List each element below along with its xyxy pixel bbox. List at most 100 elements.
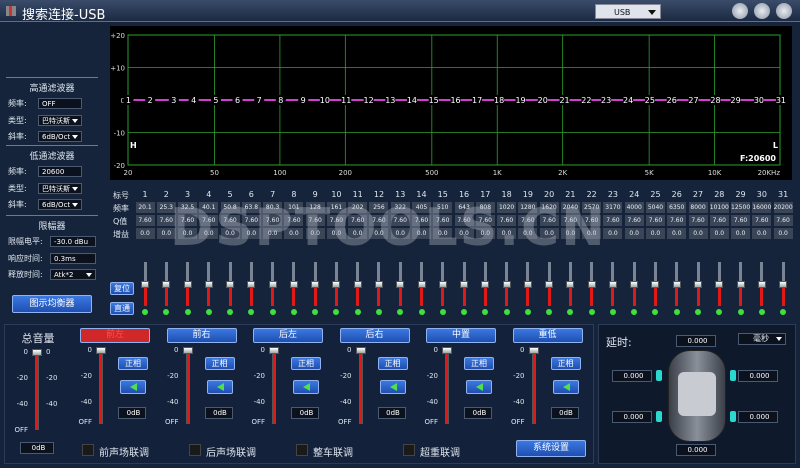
slider-knob[interactable]	[374, 281, 383, 288]
band-freq[interactable]: 1280	[518, 202, 538, 213]
band-q[interactable]: 7.60	[412, 215, 431, 226]
slider-knob[interactable]	[226, 281, 235, 288]
phase-button[interactable]: 正相	[204, 357, 235, 370]
slider-knob[interactable]	[651, 281, 660, 288]
link-checkbox[interactable]	[82, 444, 94, 456]
band-gain[interactable]: 0.0	[731, 228, 751, 239]
band-gain[interactable]: 0.0	[412, 228, 431, 239]
channel-value[interactable]: 0dB	[291, 407, 319, 419]
delay-value[interactable]: 0.000	[612, 411, 652, 423]
field-value[interactable]: -30.0 dBu	[50, 236, 96, 247]
band-gain[interactable]: 0.0	[582, 228, 602, 239]
band-q[interactable]: 7.60	[518, 215, 538, 226]
band-gain[interactable]: 0.0	[518, 228, 538, 239]
band-q[interactable]: 7.60	[348, 215, 368, 226]
slider-knob[interactable]	[608, 281, 617, 288]
slider-knob[interactable]	[481, 281, 490, 288]
channel-header[interactable]: 中置	[426, 328, 496, 343]
band-freq[interactable]: 8000	[688, 202, 708, 213]
field-value[interactable]: Atk*2	[50, 269, 96, 280]
slider-knob[interactable]	[460, 281, 469, 288]
band-q[interactable]: 7.60	[731, 215, 751, 226]
band-freq[interactable]: 32.5	[178, 202, 198, 213]
link-checkbox[interactable]	[403, 444, 415, 456]
band-q[interactable]: 7.60	[688, 215, 708, 226]
band-q[interactable]: 7.60	[326, 215, 346, 226]
band-gain[interactable]: 0.0	[603, 228, 623, 239]
band-q[interactable]: 7.60	[582, 215, 602, 226]
band-gain[interactable]: 0.0	[369, 228, 389, 239]
field-value[interactable]: OFF	[38, 98, 82, 109]
band-gain[interactable]: 0.0	[667, 228, 687, 239]
slider-knob[interactable]	[736, 281, 745, 288]
speaker-button[interactable]	[466, 380, 492, 394]
band-freq[interactable]: 405	[412, 202, 431, 213]
band-freq[interactable]: 1020	[497, 202, 517, 213]
band-gain[interactable]: 0.0	[263, 228, 283, 239]
band-freq[interactable]: 3170	[603, 202, 623, 213]
band-gain[interactable]: 0.0	[326, 228, 346, 239]
device-select[interactable]: USB	[595, 4, 661, 19]
band-freq[interactable]: 1620	[539, 202, 559, 213]
channel-header[interactable]: 后左	[253, 328, 323, 343]
bypass-button[interactable]: 直通	[110, 302, 134, 315]
phase-button[interactable]: 正相	[291, 357, 321, 370]
slider-knob[interactable]	[289, 281, 298, 288]
band-freq[interactable]: 808	[475, 202, 495, 213]
volume-knob[interactable]	[32, 349, 42, 356]
band-gain[interactable]: 0.0	[284, 228, 304, 239]
channel-value[interactable]: 0dB	[118, 407, 146, 419]
band-q[interactable]: 7.60	[305, 215, 325, 226]
slider-knob[interactable]	[523, 281, 532, 288]
band-q[interactable]: 7.60	[135, 215, 155, 226]
eq-button[interactable]: 图示均衡器	[12, 295, 92, 313]
band-q[interactable]: 7.60	[178, 215, 198, 226]
field-value[interactable]: 6dB/Oct	[38, 131, 82, 142]
band-q[interactable]: 7.60	[709, 215, 729, 226]
band-gain[interactable]: 0.0	[454, 228, 474, 239]
volume-knob[interactable]	[355, 347, 366, 354]
channel-value[interactable]: 0dB	[550, 407, 579, 419]
delay-value[interactable]: 0.000	[738, 411, 778, 423]
band-gain[interactable]: 0.0	[220, 228, 240, 239]
speaker-button[interactable]	[206, 380, 233, 394]
slider-knob[interactable]	[694, 281, 703, 288]
slider-knob[interactable]	[141, 281, 149, 288]
band-gain[interactable]: 0.0	[199, 228, 219, 239]
band-q[interactable]: 7.60	[773, 215, 793, 226]
band-q[interactable]: 7.60	[645, 215, 665, 226]
band-freq[interactable]: 5040	[645, 202, 665, 213]
band-q[interactable]: 7.60	[241, 215, 261, 226]
band-freq[interactable]: 20.1	[135, 202, 155, 213]
channel-value[interactable]: 0dB	[377, 407, 406, 419]
phase-button[interactable]: 正相	[550, 357, 581, 370]
channel-header[interactable]: 重低	[512, 328, 583, 343]
band-q[interactable]: 7.60	[497, 215, 517, 226]
band-q[interactable]: 7.60	[752, 215, 772, 226]
band-gain[interactable]: 0.0	[773, 228, 793, 239]
slider-knob[interactable]	[779, 281, 788, 288]
band-q[interactable]: 7.60	[433, 215, 453, 226]
band-freq[interactable]: 2040	[560, 202, 580, 213]
slider-knob[interactable]	[204, 281, 213, 288]
band-q[interactable]: 7.60	[667, 215, 687, 226]
band-q[interactable]: 7.60	[199, 215, 219, 226]
band-q[interactable]: 7.60	[156, 215, 176, 226]
band-q[interactable]: 7.60	[560, 215, 580, 226]
delay-unit[interactable]: 毫秒	[738, 333, 786, 345]
band-gain[interactable]: 0.0	[178, 228, 198, 239]
field-value[interactable]: 巴特沃斯	[38, 114, 82, 126]
close-button[interactable]	[776, 3, 792, 19]
field-value[interactable]: 巴特沃斯	[38, 182, 82, 194]
channel-value[interactable]: 0dB	[464, 407, 492, 419]
slider-knob[interactable]	[417, 281, 426, 288]
band-gain[interactable]: 0.0	[135, 228, 155, 239]
band-gain[interactable]: 0.0	[688, 228, 708, 239]
band-freq[interactable]: 322	[390, 202, 410, 213]
link-checkbox[interactable]	[296, 444, 308, 456]
slider-knob[interactable]	[353, 281, 362, 288]
slider-knob[interactable]	[438, 281, 447, 288]
slider-knob[interactable]	[757, 281, 766, 288]
band-q[interactable]: 7.60	[390, 215, 410, 226]
slider-knob[interactable]	[332, 281, 341, 288]
